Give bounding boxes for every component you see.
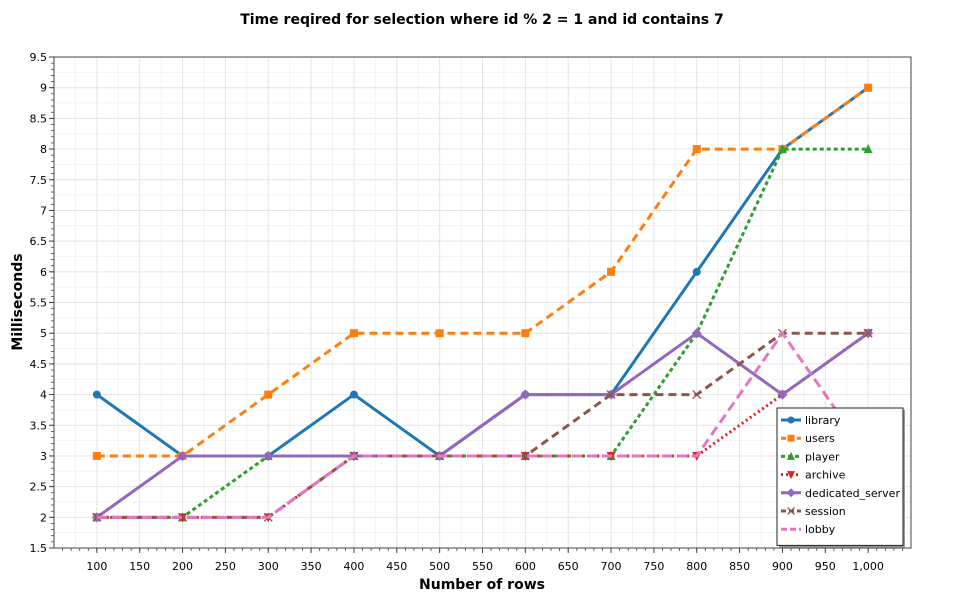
series-marker [178, 512, 188, 522]
x-tick-label: 100 [86, 560, 107, 573]
x-tick-label: 300 [258, 560, 279, 573]
x-tick-label: 900 [772, 560, 793, 573]
series-marker [864, 83, 873, 92]
y-tick-label: 2.5 [30, 481, 48, 494]
y-tick-label: 6.5 [30, 235, 48, 248]
legend-label: lobby [805, 523, 836, 536]
x-tick-label: 350 [301, 560, 322, 573]
x-axis-label: Number of rows [419, 577, 545, 593]
x-tick-label: 250 [215, 560, 236, 573]
series-marker [787, 471, 795, 480]
y-tick-label: 3 [40, 450, 47, 463]
x-tick-label: 200 [172, 560, 193, 573]
legend-item: lobby [781, 523, 836, 536]
x-tick-label: 750 [643, 560, 664, 573]
x-tick-label: 600 [515, 560, 536, 573]
legend-item: dedicated_server [781, 487, 900, 500]
y-axis: 1.5 2 2.5 3 3.5 4 4.5 5 5.5 6 6.5 7 7.5 8 8.5 9 9.5 [30, 51, 54, 555]
legend-item: player [781, 450, 840, 463]
series-marker [263, 450, 274, 461]
series-marker [787, 451, 795, 460]
x-tick-label: 450 [386, 560, 407, 573]
series-lobby [96, 331, 870, 519]
series-marker [692, 145, 701, 154]
x-tick-label: 850 [729, 560, 750, 573]
y-tick-label: 4 [40, 389, 47, 402]
legend: library users player archive dedicated_serve… [776, 407, 905, 548]
y-tick-label: 1.5 [30, 542, 48, 555]
legend-label: session [805, 505, 846, 518]
legend-label: library [805, 414, 841, 427]
series-marker [692, 390, 702, 400]
y-tick-label: 9 [40, 82, 47, 95]
series-marker [349, 390, 358, 399]
y-tick-label: 7.5 [30, 174, 48, 187]
x-tick-label: 800 [686, 560, 707, 573]
series-marker [787, 416, 795, 424]
series-marker [521, 329, 530, 338]
legend-label: player [805, 450, 840, 463]
y-axis-label: Milliseconds [10, 253, 26, 350]
series-marker [435, 329, 444, 338]
series-marker [787, 434, 795, 442]
y-tick-label: 7 [40, 204, 47, 217]
series-marker [607, 267, 616, 276]
series-line [96, 147, 869, 519]
y-tick-label: 9.5 [30, 51, 48, 64]
series-marker [92, 390, 101, 399]
series-layer [91, 83, 874, 523]
series-marker [264, 390, 273, 399]
x-tick-label: 650 [558, 560, 579, 573]
y-tick-label: 6 [40, 266, 47, 279]
x-tick-label: 500 [429, 560, 450, 573]
y-tick-label: 3.5 [30, 419, 48, 432]
x-tick-label: 150 [129, 560, 150, 573]
grid-lines [54, 56, 911, 549]
series-marker [520, 451, 530, 461]
legend-item: library [781, 414, 841, 427]
x-tick-label: 400 [343, 560, 364, 573]
x-tick-label: 950 [815, 560, 836, 573]
y-tick-label: 4.5 [30, 358, 48, 371]
legend-box [776, 407, 904, 546]
series-marker [692, 267, 701, 276]
y-tick-label: 5.5 [30, 297, 48, 310]
legend-label: archive [805, 469, 846, 482]
series-marker [786, 488, 796, 498]
series-marker [606, 390, 616, 400]
legend-label: users [805, 432, 835, 445]
y-tick-label: 8 [40, 143, 47, 156]
legend-item: users [781, 432, 835, 445]
series-marker [863, 328, 873, 338]
x-tick-label: 1,000 [852, 560, 884, 573]
chart-title: Time reqired for selection where id % 2 … [240, 12, 724, 28]
y-tick-label: 8.5 [30, 112, 48, 125]
series-marker [691, 328, 702, 339]
series-line [96, 331, 870, 519]
series-marker [177, 450, 188, 461]
legend-item: archive [781, 469, 846, 482]
y-tick-label: 5 [40, 327, 47, 340]
series-marker [863, 144, 873, 154]
legend-label: dedicated_server [805, 487, 900, 500]
series-marker [520, 389, 531, 400]
series-marker [92, 451, 101, 460]
series-marker [777, 144, 787, 154]
x-tick-label: 550 [472, 560, 493, 573]
series-marker [777, 389, 788, 400]
y-tick-label: 2 [40, 511, 47, 524]
x-axis: 100 150 200 250 300 350 400 450 500 550 600 650 700 7… [62, 548, 903, 573]
series-marker [787, 507, 795, 515]
series-marker [349, 329, 358, 338]
x-tick-label: 700 [601, 560, 622, 573]
legend-item: session [781, 505, 846, 518]
